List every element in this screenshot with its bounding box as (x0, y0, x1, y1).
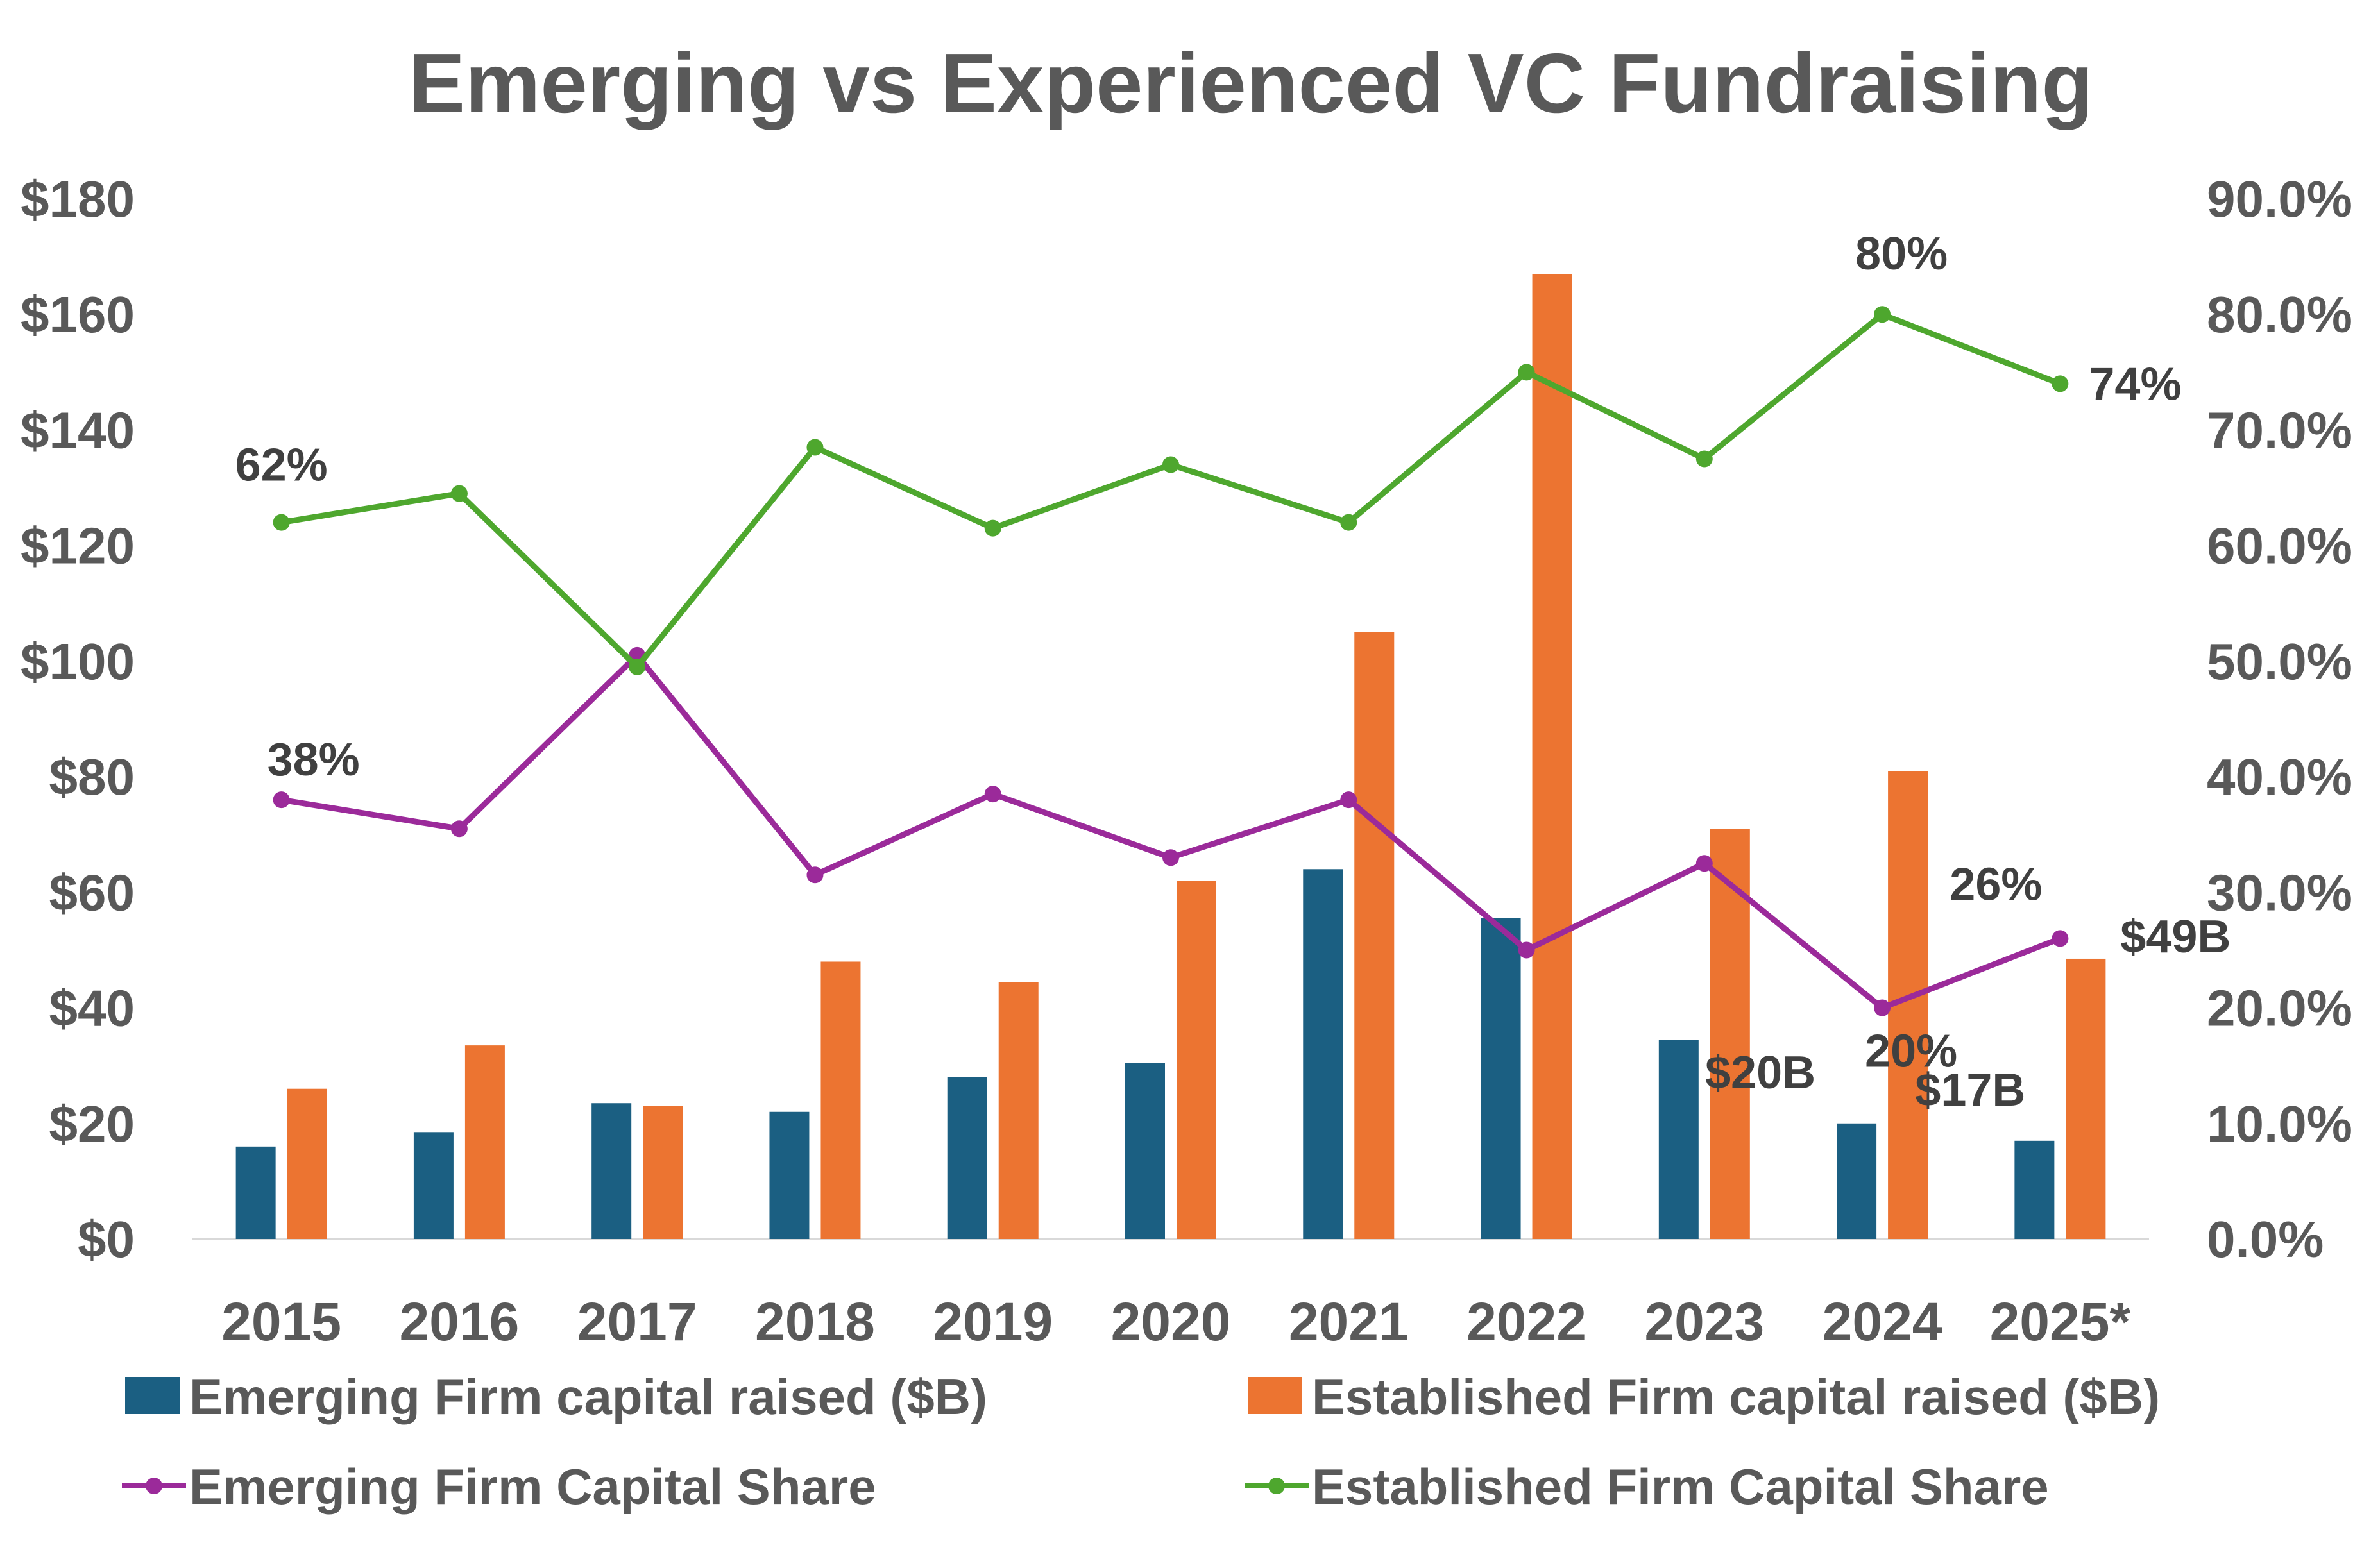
legend-marker (1268, 1478, 1285, 1494)
legend-marker (146, 1478, 162, 1494)
bar-established (464, 1045, 505, 1239)
x-tick-label: 2018 (755, 1292, 875, 1352)
y-right-tick-label: 30.0% (2207, 864, 2352, 921)
y-left-tick-label: $80 (49, 748, 135, 805)
bar-emerging (413, 1132, 454, 1239)
data-label: $20B (1705, 1047, 1815, 1099)
point-emerging-share (806, 866, 824, 884)
y-right-tick-label: 80.0% (2207, 286, 2352, 343)
x-tick-label: 2025* (1990, 1292, 2131, 1352)
y-right-tick-label: 20.0% (2207, 980, 2352, 1037)
y-left-tick-label: $140 (21, 401, 135, 459)
point-established-share (629, 658, 646, 675)
point-emerging-share (450, 820, 468, 838)
data-label: 80% (1855, 228, 1948, 280)
y-left-tick-label: $100 (21, 633, 135, 690)
plot-area: $0 $20 $40 $60 $80 $100 $120 $140 $160 $180 0.0% 10… (21, 171, 2352, 1352)
y-left-tick-label: $20 (49, 1095, 135, 1152)
bar-emerging (1125, 1063, 1165, 1239)
y-right-tick-label: 60.0% (2207, 518, 2352, 575)
point-established-share (450, 485, 468, 502)
point-established-share (1695, 450, 1713, 468)
point-established-share (1340, 514, 1357, 531)
point-emerging-share (1518, 941, 1535, 959)
x-tick-label: 2021 (1289, 1292, 1409, 1352)
x-tick-label: 2019 (933, 1292, 1053, 1352)
y-left-tick-label: $40 (49, 980, 135, 1037)
chart-title: Emerging vs Experienced VC Fundraising (409, 36, 2093, 130)
bar-emerging (769, 1111, 810, 1239)
legend-swatch (125, 1377, 180, 1414)
bar-emerging (947, 1077, 987, 1239)
bar-emerging (1303, 869, 1343, 1239)
legend: Emerging Firm capital raised ($B) Establi… (122, 1369, 2160, 1515)
point-established-share (1518, 364, 1535, 381)
data-label: 26% (1950, 859, 2042, 910)
bar-established (1710, 829, 1750, 1239)
data-label: 74% (2089, 358, 2181, 410)
point-established-share (806, 439, 824, 456)
point-emerging-share (984, 786, 1001, 803)
bar-emerging (1658, 1040, 1699, 1239)
x-tick-label: 2017 (577, 1292, 697, 1352)
bar-emerging (235, 1146, 276, 1239)
point-established-share (2052, 375, 2069, 392)
x-tick-label: 2023 (1644, 1292, 1764, 1352)
point-established-share (273, 514, 290, 531)
bar-emerging (591, 1103, 632, 1239)
y-right-tick-label: 90.0% (2207, 171, 2352, 228)
x-tick-label: 2016 (399, 1292, 519, 1352)
data-label: 62% (235, 440, 328, 491)
point-emerging-share (1340, 791, 1357, 809)
bar-established (1177, 881, 1216, 1239)
legend-label: Established Firm capital raised ($B) (1312, 1369, 2160, 1425)
y-left-tick-label: $60 (49, 864, 135, 921)
point-established-share (1874, 306, 1891, 323)
x-tick-label: 2015 (221, 1292, 341, 1352)
legend-label: Emerging Firm capital raised ($B) (189, 1369, 987, 1425)
bar-established (287, 1088, 327, 1239)
data-label: $17B (1915, 1065, 2025, 1116)
point-emerging-share (2052, 930, 2069, 947)
point-established-share (984, 519, 1001, 537)
y-left-tick-label: $0 (78, 1211, 135, 1268)
bar-established (643, 1106, 683, 1239)
bar-emerging (2014, 1140, 2055, 1239)
point-established-share (1162, 456, 1179, 473)
point-emerging-share (273, 791, 290, 809)
x-tick-label: 2022 (1466, 1292, 1586, 1352)
y-left-tick-label: $160 (21, 286, 135, 343)
data-label: 38% (268, 734, 360, 786)
legend-label: Emerging Firm Capital Share (189, 1458, 876, 1515)
data-label: 20% (1865, 1026, 1957, 1077)
bar-emerging (1837, 1123, 1877, 1239)
y-left-tick-label: $180 (21, 171, 135, 228)
bar-established (1532, 274, 1572, 1240)
y-right-tick-label: 0.0% (2207, 1211, 2324, 1268)
x-tick-label: 2024 (1823, 1292, 1942, 1352)
point-emerging-share (1695, 855, 1713, 872)
point-emerging-share (1874, 999, 1891, 1016)
bar-established (820, 961, 861, 1239)
bar-established (998, 982, 1039, 1239)
point-emerging-share (1162, 849, 1179, 866)
y-right-tick-label: 10.0% (2207, 1095, 2352, 1152)
bar-established (1354, 632, 1395, 1239)
x-tick-label: 2020 (1111, 1292, 1231, 1352)
y-right-tick-label: 50.0% (2207, 633, 2352, 690)
legend-label: Established Firm Capital Share (1312, 1458, 2049, 1515)
y-right-tick-label: 70.0% (2207, 401, 2352, 459)
bar-established (2066, 958, 2106, 1239)
legend-swatch (1248, 1377, 1302, 1414)
data-label: $49B (2120, 911, 2231, 963)
y-left-tick-label: $120 (21, 518, 135, 575)
y-right-tick-label: 40.0% (2207, 748, 2352, 805)
bar-emerging (1481, 918, 1521, 1239)
